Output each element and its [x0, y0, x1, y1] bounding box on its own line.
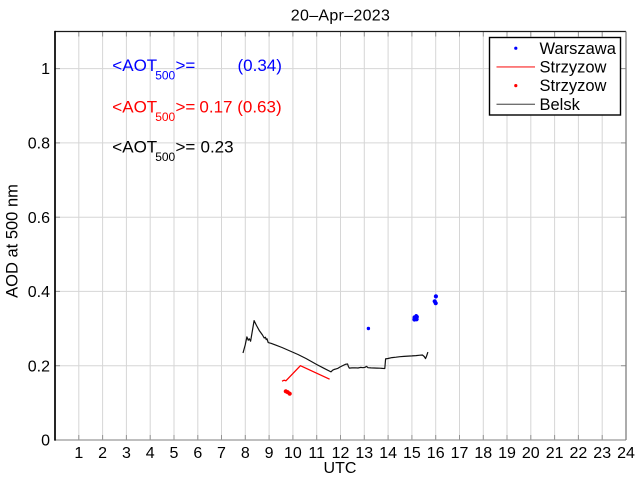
svg-text:AOD at 500 nm: AOD at 500 nm: [4, 184, 22, 298]
svg-text:22: 22: [570, 445, 588, 462]
svg-text:16: 16: [427, 445, 445, 462]
svg-text:10: 10: [284, 445, 302, 462]
svg-text:500: 500: [155, 110, 175, 124]
svg-text:5: 5: [170, 445, 179, 462]
svg-text:13: 13: [355, 445, 373, 462]
svg-text:Strzyzow: Strzyzow: [540, 59, 607, 77]
svg-text:Warszawa: Warszawa: [540, 40, 617, 58]
svg-text:500: 500: [155, 150, 175, 164]
svg-text:0.17 (0.63): 0.17 (0.63): [199, 98, 281, 117]
svg-text:>=: >=: [176, 138, 196, 157]
svg-text:0.8: 0.8: [28, 136, 50, 153]
svg-text:Belsk: Belsk: [540, 96, 581, 114]
svg-text:0.23: 0.23: [201, 138, 234, 157]
svg-text:0.2: 0.2: [28, 358, 50, 375]
svg-text:19: 19: [498, 445, 516, 462]
svg-text:23: 23: [593, 445, 611, 462]
svg-text:20–Apr–2023: 20–Apr–2023: [291, 8, 390, 25]
svg-text:2: 2: [98, 445, 107, 462]
svg-text:21: 21: [546, 445, 564, 462]
svg-text:(0.34): (0.34): [238, 56, 282, 75]
svg-text:UTC: UTC: [324, 460, 357, 477]
svg-text:0: 0: [41, 433, 50, 450]
svg-text:18: 18: [474, 445, 492, 462]
svg-text:17: 17: [451, 445, 469, 462]
svg-text:<AOT: <AOT: [112, 138, 157, 157]
svg-text:>=: >=: [176, 98, 196, 117]
svg-text:<AOT: <AOT: [112, 98, 157, 117]
svg-text:20: 20: [522, 445, 540, 462]
svg-text:15: 15: [403, 445, 421, 462]
svg-text:0.4: 0.4: [28, 284, 50, 301]
svg-text:24: 24: [617, 445, 635, 462]
svg-text:0.6: 0.6: [28, 210, 50, 227]
svg-text:8: 8: [241, 445, 250, 462]
svg-text:11: 11: [308, 445, 325, 462]
svg-text:7: 7: [217, 445, 226, 462]
svg-text:14: 14: [379, 445, 397, 462]
svg-text:<AOT: <AOT: [112, 56, 157, 75]
svg-text:1: 1: [41, 61, 50, 78]
svg-text:3: 3: [122, 445, 131, 462]
svg-text:12: 12: [332, 445, 350, 462]
svg-text:9: 9: [265, 445, 274, 462]
svg-text:6: 6: [193, 445, 202, 462]
svg-text:1: 1: [74, 445, 83, 462]
svg-text:4: 4: [146, 445, 155, 462]
svg-text:Strzyzow: Strzyzow: [540, 77, 607, 95]
svg-text:500: 500: [155, 69, 175, 83]
svg-text:>=: >=: [176, 56, 196, 75]
